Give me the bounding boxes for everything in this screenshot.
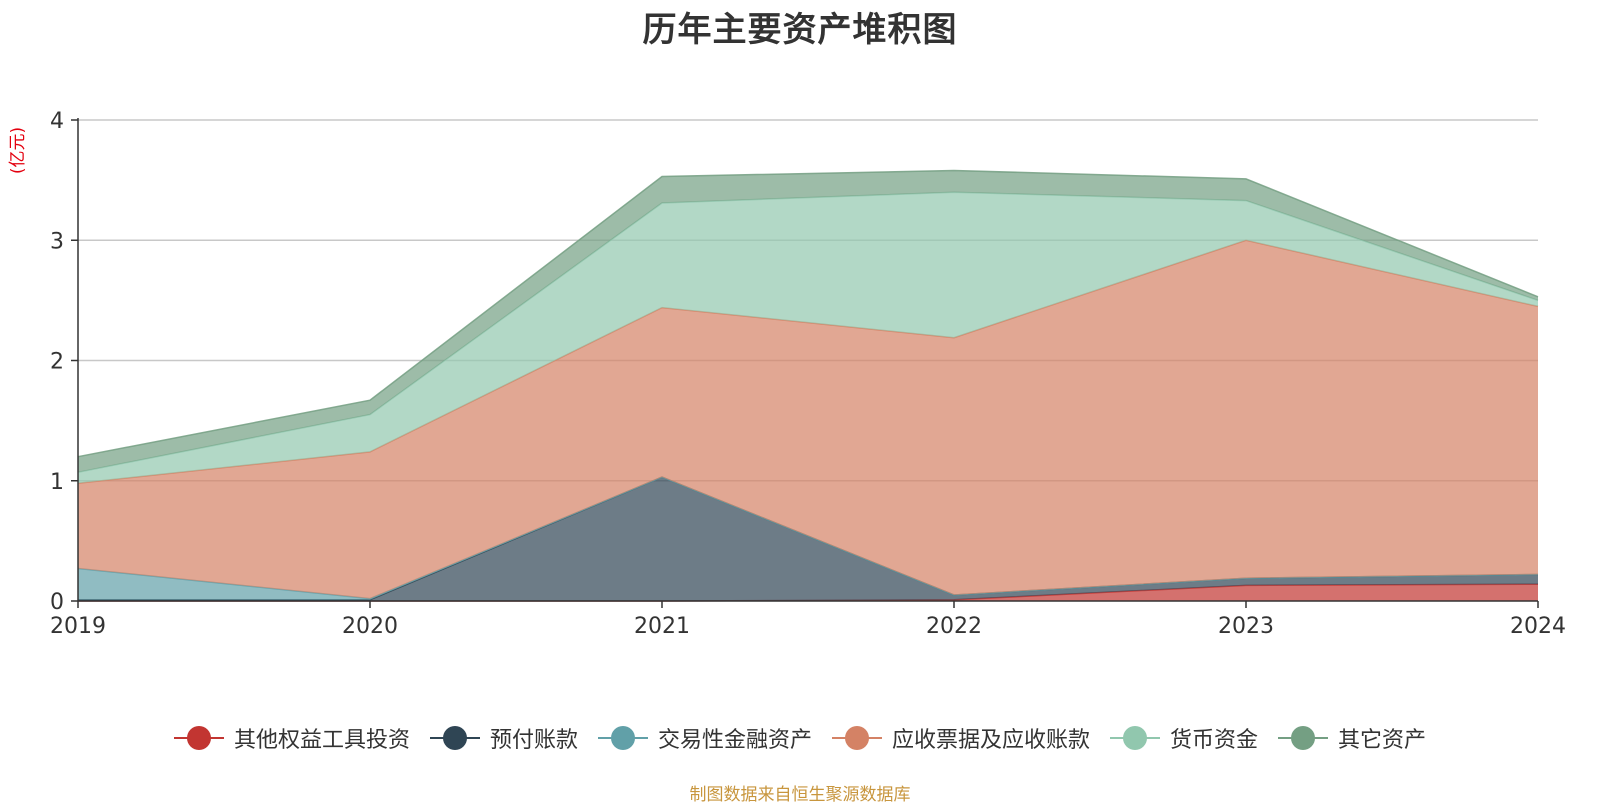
area-series-1	[78, 477, 1538, 601]
y-tick-label: 2	[50, 350, 64, 375]
legend-item[interactable]: 预付账款	[429, 722, 578, 754]
legend-marker-icon	[173, 725, 224, 751]
x-tick-label: 2020	[342, 614, 398, 639]
legend-marker-icon	[597, 725, 648, 751]
y-tick-label: 1	[50, 470, 64, 495]
legend-item[interactable]: 货币资金	[1110, 722, 1258, 754]
legend-item[interactable]: 交易性金融资产	[597, 722, 812, 754]
y-tick-label: 0	[50, 590, 64, 615]
x-tick-label: 2019	[50, 614, 106, 639]
area-series-layer	[77, 169, 1539, 602]
y-tick-label: 4	[50, 109, 64, 134]
legend-marker-icon	[832, 725, 882, 751]
area-series-3	[78, 240, 1538, 599]
legend-label: 货币资金	[1170, 728, 1259, 753]
legend-marker-dot	[186, 726, 211, 750]
x-tick-label: 2021	[634, 614, 690, 639]
source-note: 制图数据来自恒生聚源数据库	[689, 785, 911, 805]
legend-marker-dot	[610, 726, 635, 750]
legend-item[interactable]: 其他权益工具投资	[173, 722, 410, 754]
legend-label: 预付账款	[489, 728, 578, 753]
x-tick-label: 2024	[1510, 614, 1566, 639]
stacked-area-chart: 0 1 2 3 4 2019 2020 2021 2022 2023 2024	[50, 109, 1566, 639]
chart-title: 历年主要资产堆积图	[642, 10, 958, 50]
legend-item[interactable]: 其它资产	[1278, 722, 1426, 754]
legend: 其他权益工具投资 预付账款 交易性金融资产 应收票据及应收账款 货币资金 其它资产	[0, 718, 1600, 758]
axes: 0 1 2 3 4 2019 2020 2021 2022 2023 2024	[50, 109, 1566, 639]
area-series-line-5	[77, 169, 1539, 458]
legend-item[interactable]: 应收票据及应收账款	[832, 722, 1090, 754]
area-series-5	[78, 170, 1538, 473]
legend-label: 应收票据及应收账款	[892, 728, 1091, 753]
x-tick-label: 2022	[926, 614, 982, 639]
area-series-2	[78, 477, 1538, 600]
area-series-4	[78, 192, 1538, 484]
y-tick-label: 3	[50, 229, 64, 254]
legend-marker-dot	[845, 726, 869, 750]
legend-label: 其它资产	[1338, 728, 1427, 753]
legend-marker-icon	[1278, 725, 1329, 751]
legend-marker-icon	[1110, 725, 1161, 751]
x-tick-label: 2023	[1218, 614, 1274, 639]
legend-marker-icon	[429, 725, 480, 751]
legend-marker-dot	[442, 726, 467, 750]
legend-marker-dot	[1291, 726, 1316, 750]
legend-marker-dot	[1123, 726, 1148, 750]
area-series-0	[78, 584, 1538, 601]
legend-label: 其他权益工具投资	[233, 728, 410, 753]
area-series-line-4	[77, 191, 1539, 474]
legend-label: 交易性金融资产	[657, 728, 812, 753]
